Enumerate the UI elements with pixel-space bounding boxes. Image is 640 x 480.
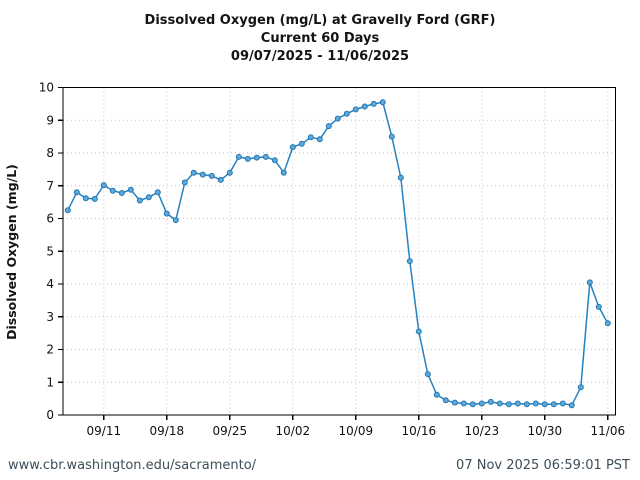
svg-text:5: 5 [46, 244, 54, 258]
axes [58, 86, 617, 420]
svg-text:10: 10 [39, 81, 54, 95]
svg-text:10/16: 10/16 [402, 424, 437, 438]
svg-text:9: 9 [46, 113, 54, 127]
tick-labels: 0 1 2 3 4 5 6 7 8 9 10 09/11 09/18 09/25 10/02 10/09 10/… [39, 81, 625, 438]
data-series [64, 99, 611, 409]
svg-text:10/02: 10/02 [276, 424, 311, 438]
svg-text:0: 0 [46, 408, 54, 422]
chart-date-range: 09/07/2025 - 11/06/2025 [230, 49, 410, 64]
svg-text:7: 7 [46, 179, 54, 193]
svg-text:2: 2 [46, 343, 54, 357]
svg-text:4: 4 [46, 277, 54, 291]
source-url: www.cbr.washington.edu/sacramento/ [8, 458, 257, 473]
svg-text:09/25: 09/25 [213, 424, 248, 438]
svg-text:11/06: 11/06 [591, 424, 626, 438]
chart-subtitle: Current 60 Days [260, 31, 380, 46]
svg-text:8: 8 [46, 146, 54, 160]
gridlines [63, 87, 616, 415]
svg-text:10/23: 10/23 [465, 424, 500, 438]
do-line-chart: Dissolved Oxygen (mg/L) 0 1 2 3 4 5 6 7 8 9 10 09/1… [4, 81, 625, 438]
chart-title: Dissolved Oxygen (mg/L) at Gravelly Ford… [144, 13, 496, 28]
svg-text:1: 1 [46, 375, 54, 389]
render-timestamp: 07 Nov 2025 06:59:01 PST [456, 458, 630, 473]
svg-text:10/09: 10/09 [339, 424, 374, 438]
chart-title-block: Dissolved Oxygen (mg/L) at Gravelly Ford… [0, 12, 640, 66]
svg-text:10/30: 10/30 [528, 424, 563, 438]
svg-text:3: 3 [46, 310, 54, 324]
chart-footer: www.cbr.washington.edu/sacramento/ 07 No… [0, 458, 640, 473]
svg-text:6: 6 [46, 212, 54, 226]
svg-text:09/18: 09/18 [150, 424, 185, 438]
y-axis-label: Dissolved Oxygen (mg/L) [4, 164, 19, 340]
svg-text:09/11: 09/11 [87, 424, 122, 438]
